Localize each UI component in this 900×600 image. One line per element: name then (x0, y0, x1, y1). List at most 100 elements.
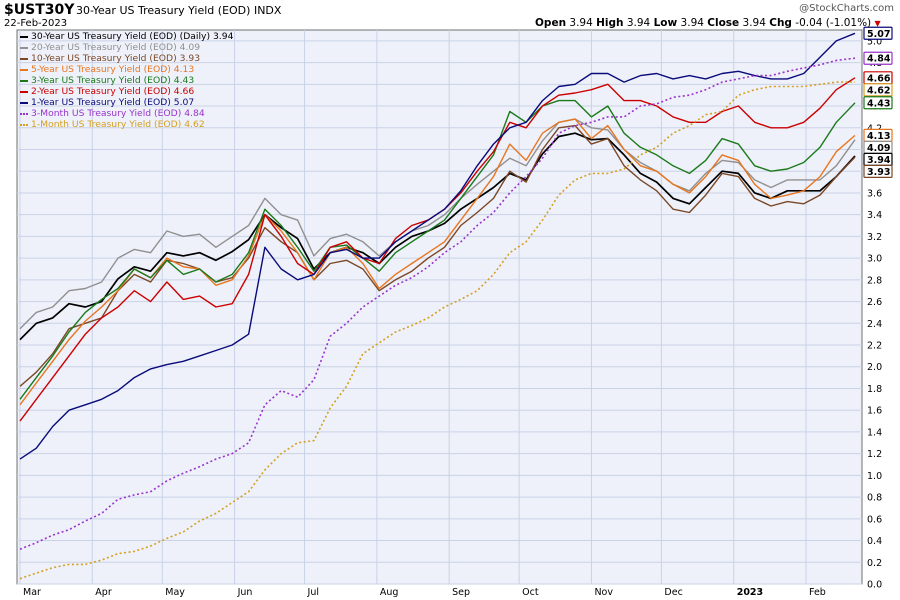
legend-swatch (20, 46, 28, 49)
y-tick-label: 1.4 (867, 427, 882, 438)
y-tick-label: 0.6 (867, 514, 882, 525)
end-value-label: 4.09 (867, 143, 890, 154)
legend-swatch (20, 35, 28, 38)
x-tick-label: Dec (664, 587, 682, 598)
symbol-label: $UST30Y (4, 2, 75, 18)
series-line-7 (19, 57, 856, 550)
legend-swatch (20, 68, 28, 71)
legend-label: 30-Year US Treasury Yield (EOD) (Daily) … (31, 31, 234, 42)
legend-swatch (20, 101, 28, 104)
x-tick-label: Aug (380, 587, 399, 598)
low-value: 3.94 (680, 17, 704, 29)
triangle-down-icon: ▼ (874, 19, 881, 28)
x-tick-label: Apr (95, 587, 112, 598)
legend-label: 1-Year US Treasury Yield (EOD) 5.07 (31, 97, 195, 108)
end-value-label: 3.94 (867, 155, 891, 166)
chg-value: -0.04 (-1.01%) (795, 17, 872, 29)
series-line-8 (19, 81, 855, 580)
ohlc-readout: Open 3.94 High 3.94 Low 3.94 Close 3.94 … (535, 17, 881, 29)
x-tick-label: Jul (307, 587, 319, 598)
legend-label: 20-Year US Treasury Yield (EOD) 4.09 (31, 42, 201, 53)
x-tick-label: Sep (452, 587, 470, 598)
series-line-3 (19, 118, 856, 406)
end-value-tag (863, 96, 893, 110)
y-tick-label: 2.4 (867, 319, 882, 330)
end-value-tag (863, 51, 893, 65)
watermark: @StockCharts.com (799, 3, 894, 14)
legend: 30-Year US Treasury Yield (EOD) (Daily) … (20, 31, 233, 130)
legend-swatch (20, 79, 28, 82)
legend-entry: 10-Year US Treasury Yield (EOD) 3.93 (20, 53, 233, 64)
y-tick-label: 2.6 (867, 297, 882, 308)
y-tick-label: 2.2 (867, 341, 882, 352)
legend-label: 2-Year US Treasury Yield (EOD) 4.66 (31, 86, 195, 97)
close-label: Close (707, 17, 740, 29)
end-value-label: 4.43 (867, 98, 890, 109)
end-value-label: 4.84 (867, 54, 891, 65)
end-value-tag (863, 83, 893, 97)
end-value-tag (863, 164, 893, 178)
y-tick-label: 0.4 (867, 536, 882, 547)
legend-entry: 20-Year US Treasury Yield (EOD) 4.09 (20, 42, 233, 53)
series-line-0 (19, 132, 856, 341)
y-tick-label: 3.2 (867, 232, 882, 243)
end-value-label: 4.66 (867, 73, 891, 84)
x-tick-label: May (165, 587, 185, 598)
open-value: 3.94 (569, 17, 593, 29)
legend-label: 5-Year US Treasury Yield (EOD) 4.13 (31, 64, 195, 75)
exchange-label: INDX (253, 4, 282, 17)
instrument-title: 30-Year US Treasury Yield (EOD) (76, 4, 251, 17)
end-value-tag (863, 26, 893, 40)
y-tick-label: 5.0 (867, 36, 882, 47)
y-tick-label: 4.2 (867, 123, 882, 134)
series-line-2 (19, 124, 856, 387)
end-value-label: 4.62 (867, 85, 890, 96)
y-tick-label: 1.8 (867, 384, 882, 395)
y-tick-label: 0.2 (867, 558, 882, 569)
y-tick-label: 2.0 (867, 362, 882, 373)
y-tick-label: 3.0 (867, 254, 882, 265)
x-tick-label: Nov (594, 587, 613, 598)
close-value: 3.94 (742, 17, 766, 29)
legend-swatch (20, 123, 28, 126)
instrument-name: 30-Year US Treasury Yield (EOD) INDX (76, 4, 281, 17)
legend-entry: 3-Year US Treasury Yield (EOD) 4.43 (20, 75, 233, 86)
y-tick-label: 2.8 (867, 275, 882, 286)
y-tick-label: 0.8 (867, 493, 882, 504)
chg-label: Chg (769, 17, 792, 29)
legend-entry: 30-Year US Treasury Yield (EOD) (Daily) … (20, 31, 233, 42)
high-value: 3.94 (626, 17, 651, 29)
low-label: Low (653, 17, 678, 29)
high-label: High (596, 17, 624, 29)
legend-swatch (20, 90, 28, 93)
y-tick-label: 1.0 (867, 471, 882, 482)
legend-label: 3-Month US Treasury Yield (EOD) 4.84 (31, 108, 205, 119)
y-tick-label: 1.2 (867, 449, 882, 460)
legend-label: 10-Year US Treasury Yield (EOD) 3.93 (31, 53, 201, 64)
legend-label: 1-Month US Treasury Yield (EOD) 4.62 (31, 119, 205, 130)
series-line-4 (19, 99, 856, 400)
legend-entry: 1-Year US Treasury Yield (EOD) 5.07 (20, 97, 233, 108)
x-tick-label: Feb (809, 587, 826, 598)
y-tick-label: 3.4 (867, 210, 882, 221)
legend-entry: 5-Year US Treasury Yield (EOD) 4.13 (20, 64, 233, 75)
legend-label: 3-Year US Treasury Yield (EOD) 4.43 (31, 75, 195, 86)
open-label: Open (535, 17, 567, 29)
x-tick-label: Oct (522, 587, 539, 598)
y-tick-label: 1.6 (867, 406, 882, 417)
y-tick-label: 0.0 (867, 580, 882, 591)
x-tick-label: 2023 (737, 587, 763, 598)
legend-entry: 1-Month US Treasury Yield (EOD) 4.62 (20, 119, 233, 130)
end-value-label: 5.07 (867, 29, 890, 40)
x-tick-label: Mar (23, 587, 41, 598)
legend-swatch (20, 112, 28, 115)
x-tick-label: Jun (237, 587, 253, 598)
legend-entry: 2-Year US Treasury Yield (EOD) 4.66 (20, 86, 233, 97)
end-value-label: 4.13 (867, 131, 890, 142)
chart-date: 22-Feb-2023 (4, 18, 68, 29)
series-line-6 (19, 32, 856, 460)
plot-background (16, 29, 863, 585)
legend-entry: 3-Month US Treasury Yield (EOD) 4.84 (20, 108, 233, 119)
legend-swatch (20, 57, 28, 60)
